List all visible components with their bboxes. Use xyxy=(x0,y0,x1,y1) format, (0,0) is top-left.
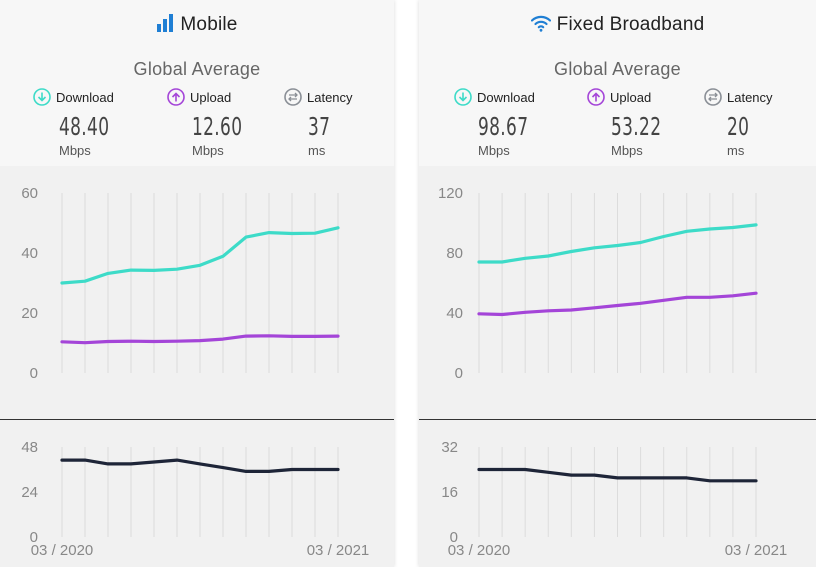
fixed-latency-xtick-label: 03 / 2020 xyxy=(448,542,511,559)
fixed-latency-label-text: Latency xyxy=(727,90,773,105)
mobile-title-text: Mobile xyxy=(180,14,238,35)
mobile-latency-xtick-label: 03 / 2020 xyxy=(31,542,94,559)
arrow-down-circle-icon xyxy=(33,88,51,109)
fixed-latency-xtick-label: 03 / 2021 xyxy=(725,542,788,559)
mobile-latency-ytick-label: 24 xyxy=(21,484,38,501)
fixed-latency-ytick-label: 32 xyxy=(441,439,458,456)
fixed-subtitle: Global Average xyxy=(554,59,681,79)
arrow-down-circle-icon xyxy=(454,88,472,109)
fixed-header: Fixed Broadband Global Average Download … xyxy=(419,0,816,166)
fixed-title-text: Fixed Broadband xyxy=(556,14,705,35)
mobile-speed-ytick-label: 0 xyxy=(30,365,38,382)
fixed-upload-label: Upload xyxy=(587,88,651,109)
mobile-header: Mobile Global Average Download Upload La… xyxy=(0,0,394,166)
fixed-speed-plot: 120 80 40 0 xyxy=(438,185,758,382)
fixed-speed-ytick-label: 120 xyxy=(438,185,463,202)
mobile-upload-label: Upload xyxy=(167,88,231,109)
mobile-latency-label: Latency xyxy=(284,88,353,109)
mobile-panel: Mobile Global Average Download Upload La… xyxy=(0,0,394,567)
fixed-speed-upload-line xyxy=(477,291,758,317)
mobile-speed-ytick-label: 20 xyxy=(21,305,38,322)
fixed-latency-unit: ms xyxy=(727,143,745,158)
mobile-title: Mobile xyxy=(0,14,394,38)
mobile-upload-value: 12.60 xyxy=(192,112,243,141)
mobile-latency-ytick-label: 48 xyxy=(21,439,38,456)
mobile-speed-download-line xyxy=(60,226,340,285)
fixed-upload-unit: Mbps xyxy=(611,143,643,158)
fixed-chart-divider xyxy=(419,419,816,420)
mobile-speed-ytick-label: 60 xyxy=(21,185,38,202)
mobile-chart-divider xyxy=(0,419,394,420)
fixed-latency-ytick-label: 16 xyxy=(441,484,458,501)
fixed-speed-ytick-label: 40 xyxy=(446,305,463,322)
fixed-title: Fixed Broadband xyxy=(419,14,816,38)
fixed-latency-ytick-label: 0 xyxy=(450,529,458,546)
mobile-latency-ytick-label: 0 xyxy=(30,529,38,546)
fixed-latency-label: Latency xyxy=(704,88,773,109)
fixed-panel: Fixed Broadband Global Average Download … xyxy=(419,0,816,567)
mobile-subtitle: Global Average xyxy=(133,59,261,79)
mobile-download-value: 48.40 xyxy=(59,112,110,141)
mobile-download-label-text: Download xyxy=(56,90,114,105)
mobile-speed-ytick-label: 40 xyxy=(21,245,38,262)
fixed-latency-plot: 32 16 003 / 2020 03 / 2021 xyxy=(441,439,787,559)
latency-circle-icon xyxy=(284,88,302,109)
fixed-download-value: 98.67 xyxy=(478,112,529,141)
mobile-latency-latency-line xyxy=(60,458,340,473)
fixed-speed-download-line xyxy=(477,223,758,264)
fixed-latency-latency-line xyxy=(477,467,758,483)
wifi-icon xyxy=(530,14,551,38)
fixed-upload-value: 53.22 xyxy=(611,112,662,141)
mobile-latency-label-text: Latency xyxy=(307,90,353,105)
latency-circle-icon xyxy=(704,88,722,109)
mobile-upload-unit: Mbps xyxy=(192,143,224,158)
fixed-download-label-text: Download xyxy=(477,90,535,105)
mobile-download-unit: Mbps xyxy=(59,143,91,158)
mobile-latency-plot: 48 24 003 / 2020 03 / 2021 xyxy=(21,439,369,559)
fixed-download-label: Download xyxy=(454,88,535,109)
arrow-up-circle-icon xyxy=(587,88,605,109)
fixed-latency-value: 20 xyxy=(727,112,750,141)
mobile-latency-xtick-label: 03 / 2021 xyxy=(307,542,370,559)
fixed-download-unit: Mbps xyxy=(478,143,510,158)
mobile-upload-label-text: Upload xyxy=(190,90,232,105)
arrow-up-circle-icon xyxy=(167,88,185,109)
mobile-latency-unit: ms xyxy=(308,143,326,158)
fixed-speed-ytick-label: 80 xyxy=(446,245,463,262)
mobile-speed-plot: 60 40 20 0 xyxy=(21,185,340,382)
mobile-download-label: Download xyxy=(33,88,114,109)
signal-bars-icon xyxy=(156,14,174,38)
mobile-latency-value: 37 xyxy=(308,112,331,141)
fixed-upload-label-text: Upload xyxy=(610,90,652,105)
mobile-speed-upload-line xyxy=(60,334,340,345)
fixed-speed-ytick-label: 0 xyxy=(455,365,463,382)
